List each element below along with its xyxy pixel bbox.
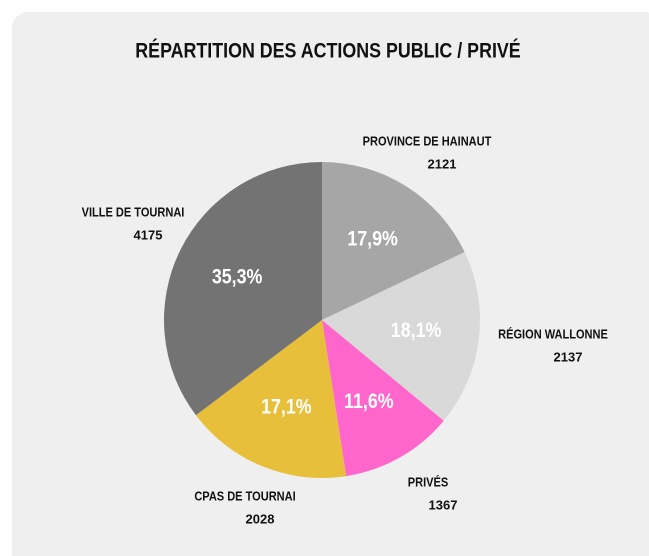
percentage-label: 11,6% bbox=[344, 390, 394, 414]
percentage-label: 18,1% bbox=[391, 319, 442, 343]
pie-slice bbox=[322, 162, 465, 320]
category-label: PROVINCE DE HAINAUT bbox=[363, 134, 492, 149]
value-label: 1367 bbox=[429, 497, 458, 512]
value-label: 2121 bbox=[428, 156, 457, 171]
category-label: CPAS DE TOURNAI bbox=[194, 489, 295, 504]
value-label: 4175 bbox=[134, 227, 163, 242]
category-label: VILLE DE TOURNAI bbox=[82, 205, 185, 220]
pie-slice bbox=[322, 252, 480, 421]
percentage-label: 17,9% bbox=[347, 227, 398, 251]
percentage-label: 17,1% bbox=[261, 395, 312, 419]
value-label: 2028 bbox=[246, 511, 275, 526]
value-label: 2137 bbox=[554, 349, 583, 364]
category-label: PRIVÉS bbox=[408, 474, 448, 490]
pie-slice bbox=[322, 320, 444, 477]
pie-slice bbox=[164, 162, 322, 416]
chart-title: RÉPARTITION DES ACTIONS PUBLIC / PRIVÉ bbox=[135, 38, 520, 63]
percentage-label: 35,3% bbox=[212, 265, 263, 289]
category-label: RÉGION WALLONNE bbox=[498, 326, 608, 342]
pie-slice bbox=[195, 320, 347, 478]
